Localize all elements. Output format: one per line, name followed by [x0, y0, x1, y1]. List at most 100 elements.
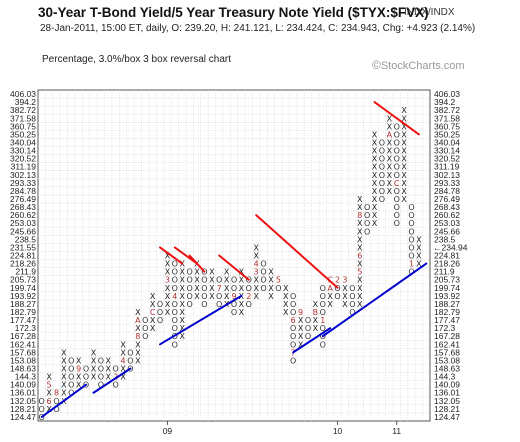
pf-x-box: X	[179, 276, 185, 285]
pf-x-box: X	[135, 348, 141, 357]
pf-o-box: O	[290, 300, 296, 309]
price-tick-label: 394.2	[15, 97, 37, 107]
price-tick-label: 253.03	[10, 218, 36, 228]
pf-x-box: X	[194, 276, 200, 285]
pf-o-box: O	[157, 300, 163, 309]
pf-x-box: X	[401, 114, 407, 123]
pf-o-box: O	[113, 365, 119, 374]
pf-x-box: X	[401, 163, 407, 172]
pf-o-box: O	[394, 219, 400, 228]
pf-o-box: O	[320, 340, 326, 349]
pf-x-box: X	[179, 332, 185, 341]
price-tick-label: 350.25	[434, 129, 460, 139]
pf-x-box: X	[416, 252, 422, 261]
price-tick-label: 218.26	[10, 259, 36, 269]
pf-o-box: O	[68, 356, 74, 365]
pf-x-box: X	[416, 235, 422, 244]
pf-x-box: X	[224, 284, 230, 293]
pf-o-box: O	[186, 268, 192, 277]
price-tick-label: 132.05	[10, 396, 36, 406]
pf-o-box: O	[408, 219, 414, 228]
pf-o-box: O	[290, 308, 296, 317]
pf-x-box: X	[283, 284, 289, 293]
pf-o-box: O	[379, 147, 385, 156]
resistance-trend-line	[218, 254, 250, 281]
date-tick-label: 10	[333, 426, 343, 436]
price-tick-label: 157.68	[434, 347, 460, 357]
price-tick-label: 284.78	[434, 186, 460, 196]
date-tick-label: 11	[392, 426, 401, 436]
support-trend-line	[292, 327, 332, 354]
pf-x-box: X	[224, 292, 230, 301]
price-tick-label: 238.5	[15, 234, 37, 244]
price-tick-label: 177.47	[10, 315, 36, 325]
pf-o-box: O	[172, 332, 178, 341]
grid	[37, 89, 431, 422]
pf-o-box: O	[172, 276, 178, 285]
pf-o-box: O	[364, 211, 370, 220]
pf-x-box: X	[179, 268, 185, 277]
pf-x-box: X	[268, 268, 274, 277]
price-tick-label: 330.14	[10, 146, 36, 156]
price-tick-label: 260.62	[10, 210, 36, 220]
pf-month-marker: 6	[47, 397, 52, 406]
ohlc-readout: 28-Jan-2011, 15:00 ET, daily, O: 239.20,…	[40, 23, 476, 34]
price-tick-label: 148.63	[434, 364, 460, 374]
pf-month-marker: 1	[320, 316, 325, 325]
pf-x-box: X	[268, 292, 274, 301]
pf-x-box: X	[106, 365, 112, 374]
price-tick-label: 350.25	[10, 129, 36, 139]
price-tick-label: 268.43	[10, 202, 36, 212]
copyright-symbol: ©	[372, 58, 381, 72]
pf-month-marker: 8	[54, 389, 59, 398]
pf-x-box: X	[372, 203, 378, 212]
pf-x-box: X	[283, 300, 289, 309]
pf-o-box: O	[349, 300, 355, 309]
pf-month-marker: C	[394, 179, 400, 188]
pf-x-box: X	[61, 356, 67, 365]
pf-o-box: O	[379, 138, 385, 147]
price-tick-label: 330.14	[434, 146, 460, 156]
price-axis-left: 406.03394.2382.72371.58360.75350.25340.0…	[10, 89, 36, 422]
price-tick-label: 245.66	[434, 226, 460, 236]
price-tick-label: 132.05	[434, 396, 460, 406]
price-tick-label: 144.3	[15, 372, 37, 382]
pf-x-box: X	[135, 356, 141, 365]
pf-x-box: X	[46, 405, 52, 414]
pf-x-box: X	[387, 179, 393, 188]
pf-x-box: X	[239, 276, 245, 285]
pf-x-box: X	[239, 284, 245, 293]
price-tick-label: 199.74	[10, 283, 36, 293]
pf-x-box: X	[165, 292, 171, 301]
pf-x-box: X	[387, 187, 393, 196]
pf-month-marker: 7	[217, 284, 222, 293]
pf-x-box: X	[61, 381, 67, 390]
price-tick-label: 260.62	[434, 210, 460, 220]
pf-x-box: X	[357, 276, 363, 285]
pf-month-marker: 8	[135, 332, 140, 341]
pf-x-box: X	[165, 284, 171, 293]
pf-o-box: O	[275, 284, 281, 293]
date-tick-label: 09	[163, 426, 173, 436]
pf-x-box: X	[106, 356, 112, 365]
pf-o-box: O	[172, 340, 178, 349]
pf-x-box: X	[342, 292, 348, 301]
pf-x-box: X	[357, 292, 363, 301]
price-tick-label: 199.74	[434, 283, 460, 293]
pf-x-box: X	[135, 324, 141, 333]
watermark-text: StockCharts.com	[380, 60, 465, 72]
pf-o-box: O	[320, 300, 326, 309]
pf-x-box: X	[387, 138, 393, 147]
price-tick-label: 302.13	[10, 170, 36, 180]
pf-o-box: O	[260, 260, 266, 269]
pf-x-box: X	[268, 284, 274, 293]
pf-o-box: O	[394, 147, 400, 156]
price-tick-label: 320.52	[434, 154, 460, 164]
pf-o-box: O	[98, 356, 104, 365]
price-tick-label: 268.43	[434, 202, 460, 212]
pf-o-box: O	[246, 284, 252, 293]
pf-x-box: X	[298, 332, 304, 341]
pf-x-box: X	[179, 324, 185, 333]
stockcharts-watermark: ©StockCharts.com	[372, 58, 465, 72]
pf-x-box: X	[120, 365, 126, 374]
